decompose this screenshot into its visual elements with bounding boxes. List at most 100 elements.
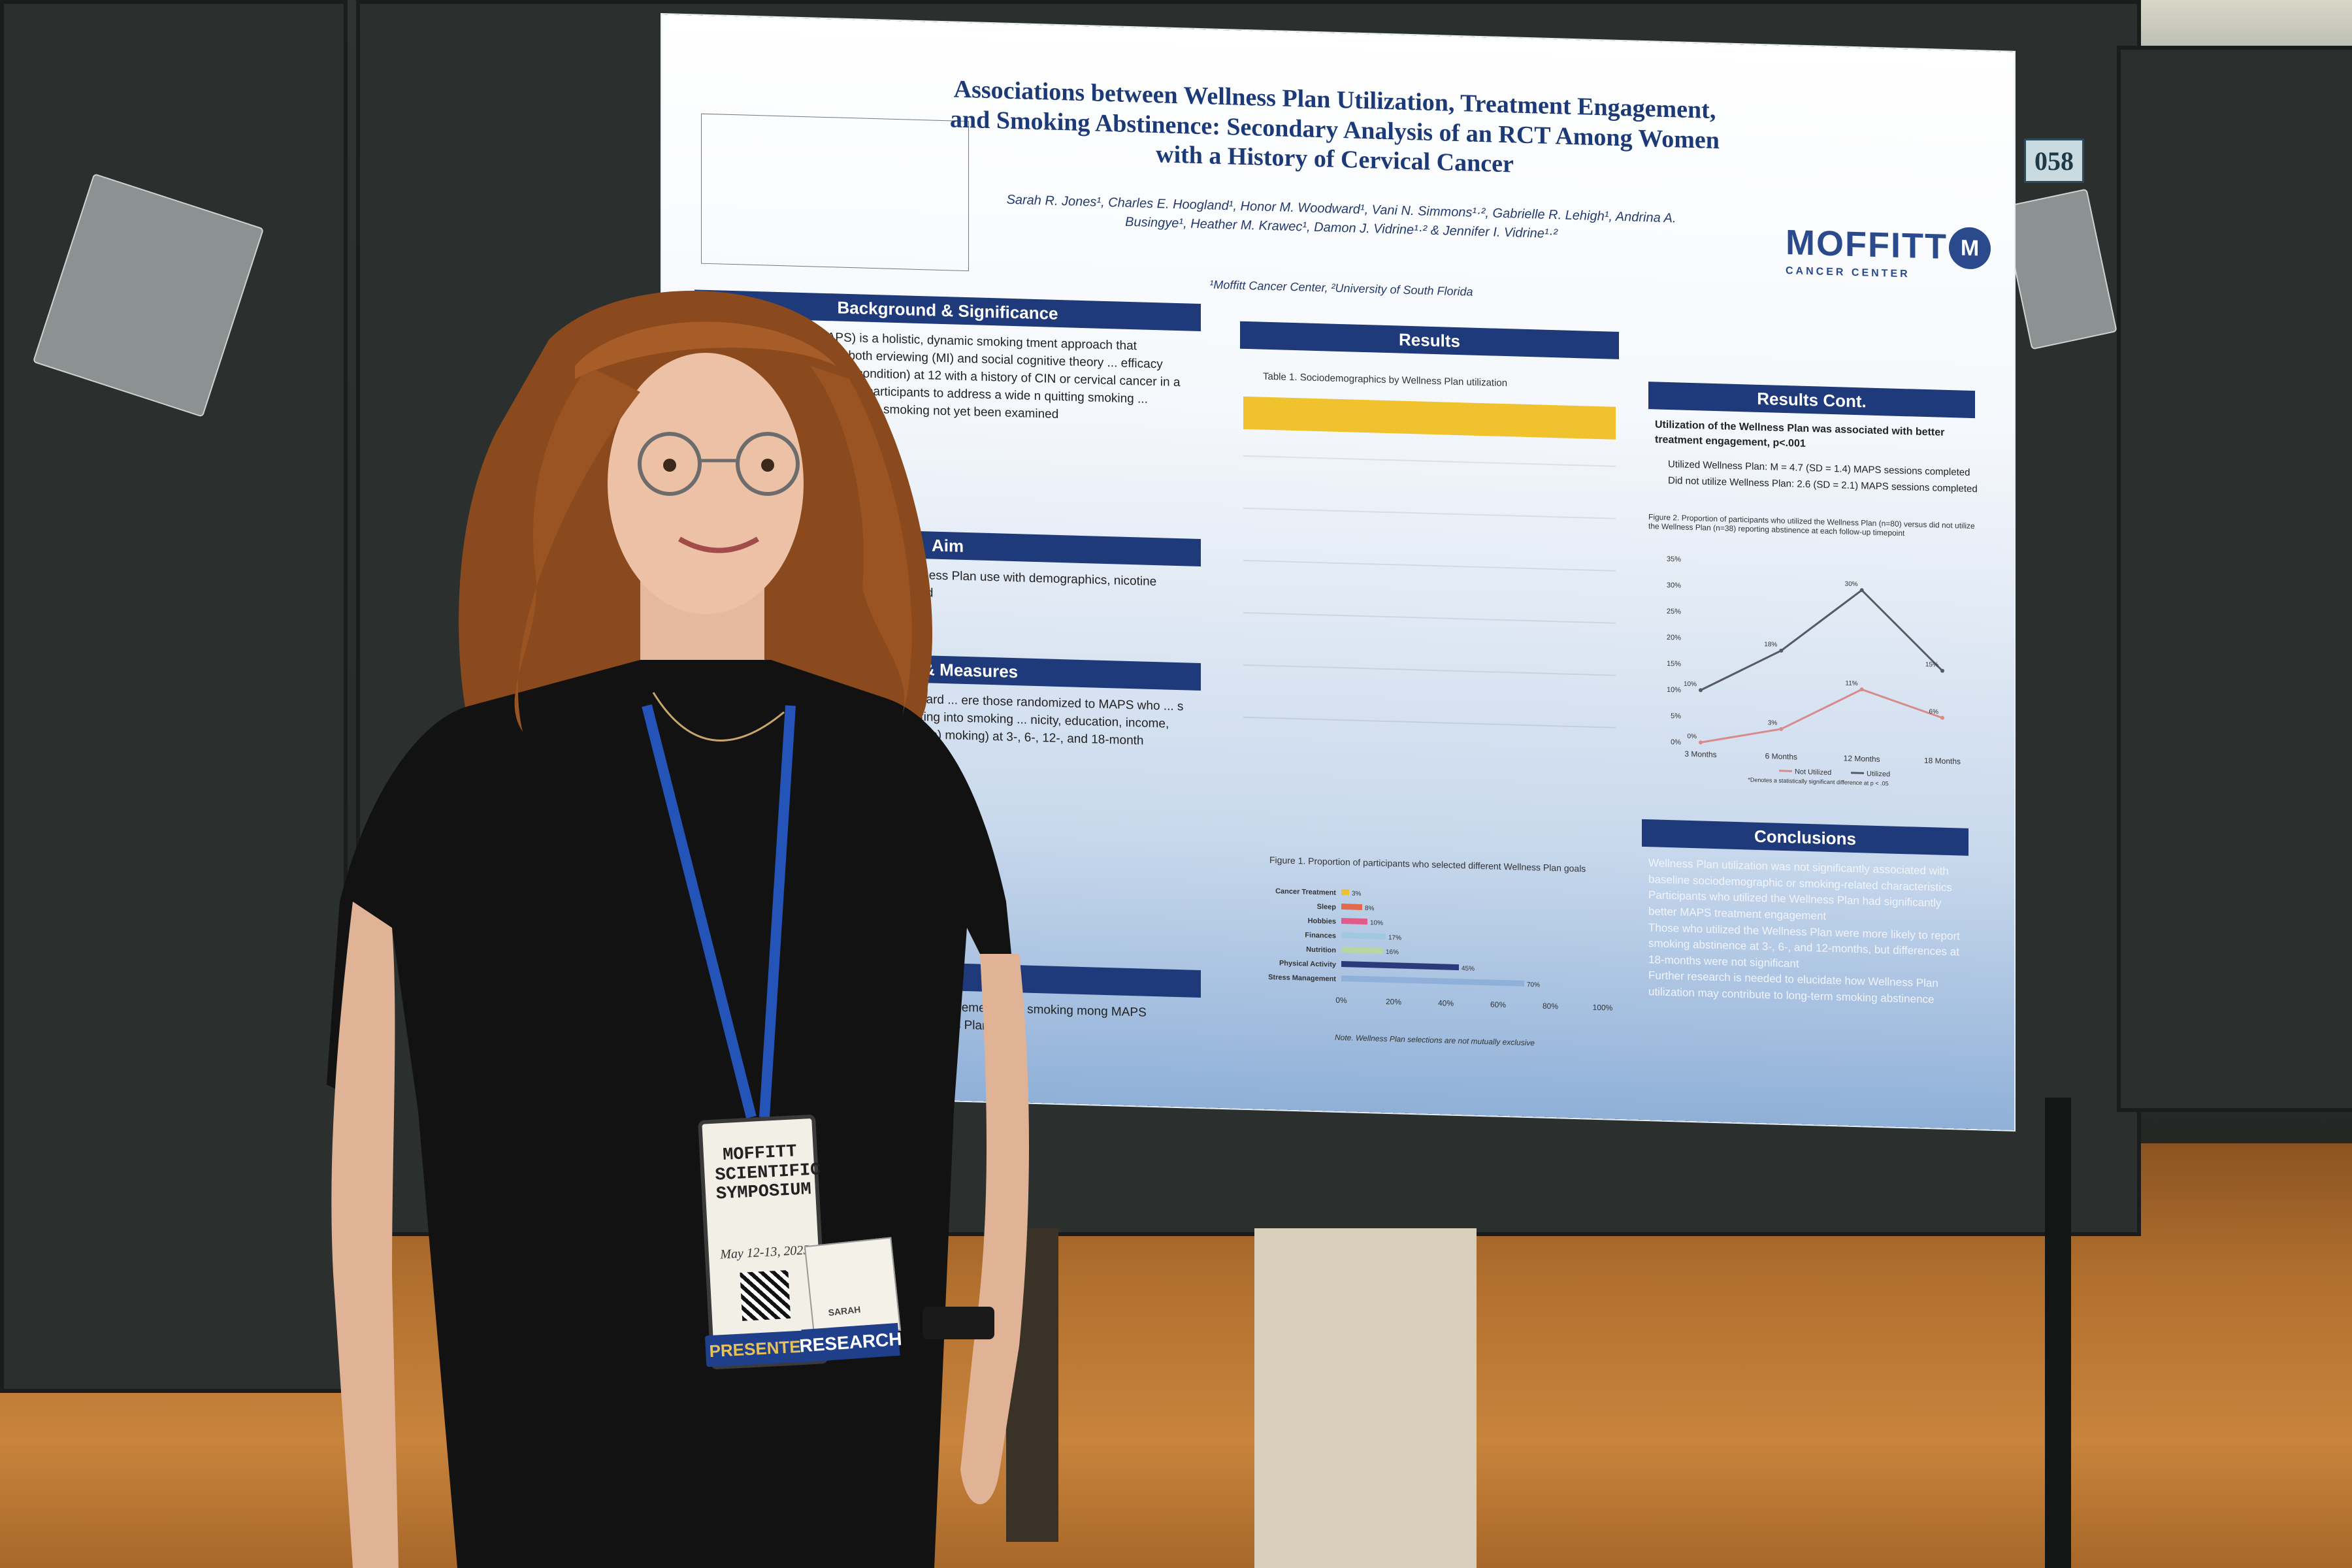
y-tick-label: 20%: [1667, 634, 1681, 642]
data-label: 6%: [1929, 708, 1939, 715]
series-point: [1779, 648, 1784, 653]
results-heading: Results: [1240, 321, 1619, 359]
series-point: [1779, 727, 1784, 731]
series-line: [1700, 589, 1944, 691]
legend-label: Not Utilized: [1795, 768, 1831, 777]
methods-heading: hods & Measures: [694, 649, 1201, 691]
bar: [1341, 918, 1367, 925]
bar-label: Nutrition: [1306, 946, 1336, 955]
figure2-caption: Figure 2. Proportion of participants who…: [1648, 512, 1975, 538]
series-point: [1699, 688, 1703, 693]
x-tick-label: 18 Months: [1924, 756, 1961, 766]
table-row: [1243, 612, 1616, 624]
table-header-row: [1243, 396, 1616, 440]
legend-swatch: [1779, 770, 1792, 772]
research-ribbon: RESEARCH: [799, 1322, 902, 1363]
data-label: 3%: [1768, 719, 1778, 727]
background-text: and Problem Solving (MAPS) is a holistic…: [694, 327, 1181, 421]
table-row: [1243, 507, 1616, 519]
conclusion-item: Those who utilized the Wellness Plan wer…: [1648, 921, 1960, 970]
bar-label: Sleep: [1317, 903, 1337, 911]
methods-text: omparing the efficacy of MAPS with Stand…: [694, 686, 1184, 748]
research-poster: Associations between Wellness Plan Utili…: [662, 14, 2014, 1130]
series-line: [1700, 688, 1943, 743]
bar-value-label: 16%: [1386, 949, 1399, 956]
x-tick-label: 60%: [1490, 1000, 1506, 1009]
logo-mark-icon: M: [1949, 227, 1991, 270]
table1-caption: Table 1. Sociodemographics by Wellness P…: [1263, 370, 1508, 389]
bar-label: Physical Activity: [1279, 959, 1337, 968]
data-label: 15%: [1925, 661, 1938, 669]
legend-swatch: [1851, 772, 1864, 774]
x-tick-label: 12 Months: [1844, 754, 1880, 764]
y-tick-label: 30%: [1667, 581, 1681, 590]
board-leg: [2045, 1098, 2071, 1568]
conflict-of-interest-table: [701, 113, 969, 272]
sociodemographics-table: [1243, 396, 1616, 773]
poster-authors: Sarah R. Jones¹, Charles E. Hoogland¹, H…: [1006, 192, 1676, 242]
aim-text: tilization of the MAPS Wellness Plan and…: [694, 562, 1157, 600]
booth-number-tag: 058: [2024, 139, 2084, 183]
conclusions-heading: Conclusions: [1642, 819, 1968, 856]
data-label: 10%: [1684, 681, 1697, 689]
bar-value-label: 8%: [1365, 905, 1375, 912]
bar-value-label: 17%: [1388, 934, 1401, 942]
bar-value-label: 45%: [1462, 965, 1475, 973]
wellness-goals-bar-chart: Cancer Treatment 3% Sleep 8% Hobbies 10% Finan…: [1268, 887, 1613, 1013]
y-tick-label: 25%: [1667, 608, 1681, 616]
x-tick-label: 6 Months: [1765, 751, 1797, 761]
y-tick-label: 35%: [1667, 555, 1681, 564]
bar-value-label: 10%: [1370, 919, 1383, 927]
y-tick-label: 10%: [1667, 686, 1681, 694]
qr-code-icon: [740, 1270, 791, 1321]
y-tick-label: 15%: [1667, 660, 1681, 668]
analysis-text: uare tests were used to compare eatment …: [694, 993, 1147, 1033]
x-tick-label: 80%: [1543, 1002, 1558, 1011]
bar: [1341, 904, 1362, 910]
series-point: [1940, 668, 1944, 673]
bar-label: Cancer Treatment: [1275, 887, 1336, 897]
series-point: [1940, 715, 1944, 720]
data-label: 11%: [1845, 680, 1857, 688]
badge-date: May 12-13, 2025: [719, 1243, 810, 1262]
bar: [1341, 889, 1349, 896]
board-leg-left: [562, 1111, 588, 1307]
bar: [1341, 961, 1459, 971]
y-tick-label: 0%: [1671, 738, 1681, 746]
bar-value-label: 70%: [1527, 981, 1540, 989]
bar-label: Hobbies: [1308, 917, 1336, 926]
bar-label: Finances: [1305, 931, 1336, 939]
data-label: 30%: [1845, 581, 1858, 589]
results-cont-bullet: Utilization of the Wellness Plan was ass…: [1655, 419, 1945, 449]
abstinence-line-chart: 0% 5% 10% 15% 20% 25% 30% 35% 3 Months 6 Months 12…: [1667, 555, 1961, 787]
aim-heading: Aim: [694, 525, 1201, 567]
legend-label: Utilized: [1867, 770, 1890, 779]
poster-title: Associations between Wellness Plan Utili…: [950, 75, 1720, 178]
series-point: [1859, 687, 1864, 692]
right-poster-board: [2117, 46, 2352, 1112]
background-heading: Background & Significance: [694, 289, 1201, 332]
series-point: [1699, 740, 1703, 745]
table-row: [1243, 716, 1616, 728]
moffitt-logo: MOFFITT CANCER CENTER M: [1786, 222, 1995, 319]
bar: [1341, 975, 1524, 987]
figure1-caption: Figure 1. Proportion of participants who…: [1269, 854, 1586, 874]
x-tick-label: 100%: [1593, 1003, 1613, 1013]
table-row: [1243, 559, 1616, 572]
poster-affiliations: ¹Moffitt Cancer Center, ²University of S…: [1209, 278, 1473, 299]
bar: [1341, 947, 1383, 954]
data-label: 0%: [1688, 733, 1697, 740]
series-point: [1859, 588, 1864, 593]
data-label: 18%: [1764, 641, 1777, 649]
bar: [1341, 932, 1386, 939]
analysis-heading: es: [694, 956, 1201, 998]
table-row: [1243, 664, 1616, 676]
x-tick-label: 20%: [1386, 997, 1401, 1007]
badge-title: MOFFITT SCIENTIFIC SYMPOSIUM: [714, 1142, 822, 1205]
bar-value-label: 3%: [1352, 890, 1362, 897]
x-tick-label: 40%: [1438, 998, 1454, 1008]
table-row: [1243, 455, 1616, 467]
x-tick-label: 3 Months: [1684, 749, 1716, 759]
bar-label: Stress Management: [1268, 973, 1336, 983]
